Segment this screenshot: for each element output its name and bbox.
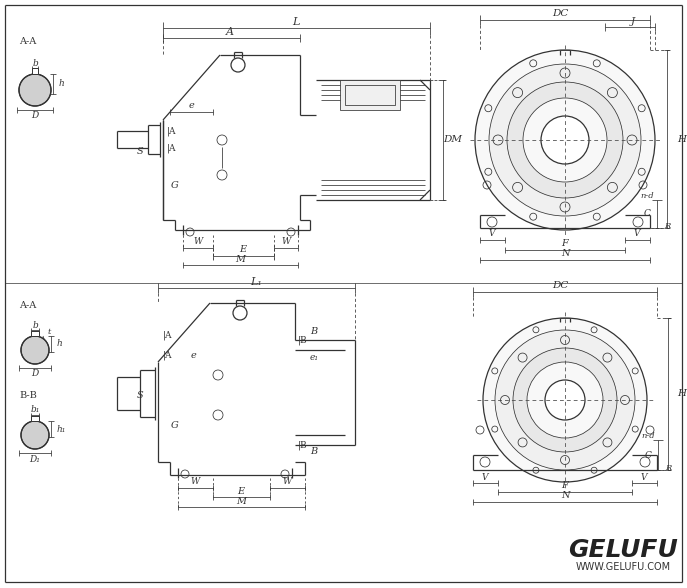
Text: M: M bbox=[235, 255, 245, 263]
Text: WWW.GELUFU.COM: WWW.GELUFU.COM bbox=[576, 562, 671, 572]
Text: W: W bbox=[282, 477, 291, 486]
Text: e: e bbox=[190, 350, 196, 359]
Bar bbox=[340, 80, 400, 110]
Text: S: S bbox=[137, 390, 144, 399]
Text: b: b bbox=[32, 59, 38, 68]
Text: F: F bbox=[562, 482, 568, 490]
Text: h₁: h₁ bbox=[56, 425, 66, 433]
Text: DC: DC bbox=[552, 9, 568, 18]
Text: D: D bbox=[32, 112, 38, 121]
Circle shape bbox=[483, 318, 647, 482]
Text: F: F bbox=[562, 239, 568, 249]
Text: |A: |A bbox=[163, 330, 172, 340]
Bar bbox=[345, 85, 395, 105]
Text: A-A: A-A bbox=[19, 300, 36, 309]
Text: DM: DM bbox=[444, 135, 462, 145]
Bar bbox=[32, 68, 38, 74]
Circle shape bbox=[495, 330, 635, 470]
Text: E: E bbox=[240, 246, 247, 255]
Circle shape bbox=[489, 64, 641, 216]
Text: R: R bbox=[664, 222, 671, 230]
Text: V: V bbox=[482, 473, 488, 482]
Circle shape bbox=[21, 336, 49, 364]
Text: S: S bbox=[137, 148, 144, 156]
Text: R: R bbox=[665, 464, 671, 472]
Circle shape bbox=[475, 50, 655, 230]
Text: |A: |A bbox=[163, 350, 172, 360]
Circle shape bbox=[545, 380, 585, 420]
Text: D: D bbox=[32, 369, 38, 379]
Text: N: N bbox=[561, 249, 570, 259]
Text: A: A bbox=[226, 27, 234, 37]
Text: C: C bbox=[644, 209, 651, 219]
Circle shape bbox=[507, 82, 623, 198]
Text: G: G bbox=[171, 420, 179, 429]
Text: J: J bbox=[631, 16, 635, 25]
Text: DC: DC bbox=[552, 282, 568, 290]
Text: h: h bbox=[56, 339, 62, 349]
Text: B-B: B-B bbox=[19, 390, 37, 399]
Circle shape bbox=[523, 98, 607, 182]
Text: b: b bbox=[32, 320, 38, 329]
Circle shape bbox=[21, 421, 49, 449]
Text: M: M bbox=[236, 496, 246, 506]
Text: n-d: n-d bbox=[640, 192, 654, 200]
Text: b₁: b₁ bbox=[30, 405, 40, 413]
Text: W: W bbox=[282, 238, 291, 246]
Text: e: e bbox=[188, 102, 194, 111]
Circle shape bbox=[513, 348, 617, 452]
Text: h: h bbox=[58, 79, 64, 89]
Text: |B: |B bbox=[298, 335, 308, 345]
Text: t: t bbox=[47, 328, 51, 336]
Text: V: V bbox=[633, 229, 640, 239]
Text: L₁: L₁ bbox=[250, 277, 262, 287]
Text: V: V bbox=[641, 473, 647, 482]
Text: W: W bbox=[193, 238, 203, 246]
Text: |A: |A bbox=[167, 143, 177, 153]
Text: N: N bbox=[561, 492, 570, 500]
Text: GELUFU: GELUFU bbox=[568, 538, 678, 562]
Text: |A: |A bbox=[167, 126, 177, 136]
Bar bbox=[31, 331, 39, 336]
Circle shape bbox=[541, 116, 589, 164]
Text: H: H bbox=[677, 389, 686, 399]
Text: B: B bbox=[310, 447, 317, 456]
Text: n-d: n-d bbox=[641, 432, 655, 440]
Text: D₁: D₁ bbox=[30, 456, 41, 465]
Text: C: C bbox=[645, 450, 652, 459]
Circle shape bbox=[527, 362, 603, 438]
Text: A-A: A-A bbox=[19, 38, 36, 46]
Text: |B: |B bbox=[298, 440, 308, 450]
Text: e₁: e₁ bbox=[310, 353, 319, 362]
Text: H: H bbox=[677, 135, 686, 143]
Bar bbox=[31, 416, 39, 421]
Text: V: V bbox=[488, 229, 495, 239]
Text: L: L bbox=[292, 17, 300, 27]
Text: W: W bbox=[190, 477, 200, 486]
Text: B: B bbox=[310, 328, 317, 336]
Circle shape bbox=[19, 74, 51, 106]
Text: E: E bbox=[238, 486, 245, 496]
Text: G: G bbox=[171, 181, 179, 189]
